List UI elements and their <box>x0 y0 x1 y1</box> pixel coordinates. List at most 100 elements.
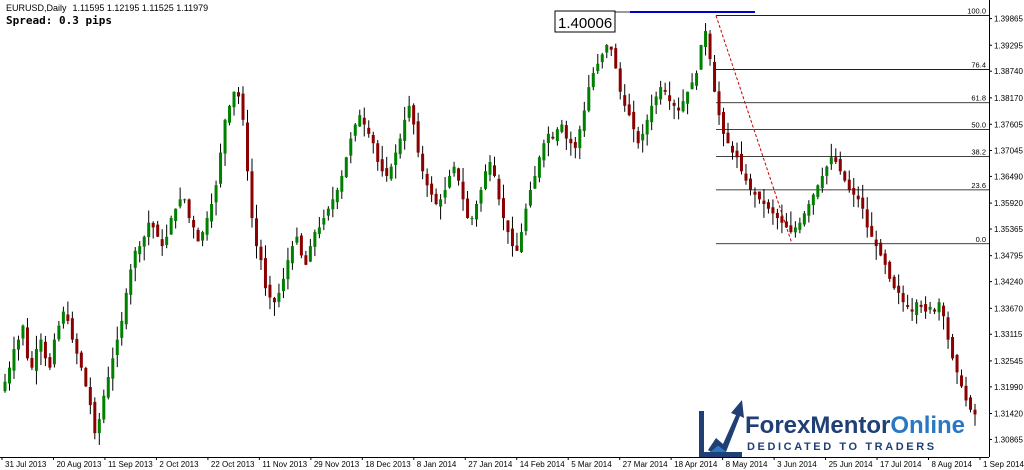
candle-body <box>888 261 892 279</box>
price-axis-tick-label: 1.33115 <box>994 330 1023 339</box>
chart-symbol: EURUSD,Daily <box>6 3 67 13</box>
candle-body <box>214 185 218 203</box>
candle-body <box>775 212 779 219</box>
candle-body <box>856 195 860 200</box>
candle-body <box>52 339 56 365</box>
fibonacci-trendline[interactable] <box>715 15 793 244</box>
time-axis-tick-label: 29 Nov 2013 <box>314 460 360 469</box>
logo-tagline: DEDICATED TO TRADERS <box>747 441 937 453</box>
candle-body <box>156 224 160 237</box>
candle-body <box>308 246 312 262</box>
candle-body <box>722 112 726 134</box>
candle-body <box>106 377 110 398</box>
candle-body <box>654 96 658 106</box>
candle-body <box>407 105 411 118</box>
candle-body <box>713 61 717 92</box>
price-marker[interactable]: 1.40006 <box>554 10 755 33</box>
candle-body <box>228 105 232 123</box>
candle-body <box>461 181 465 200</box>
candle-body <box>901 293 905 303</box>
candle-body <box>591 73 595 88</box>
price-axis-tick-label: 1.34240 <box>994 278 1023 287</box>
candle-body <box>232 91 236 108</box>
candle-body <box>569 138 573 144</box>
candle-body <box>412 105 416 125</box>
candle-body <box>479 189 483 204</box>
candle-body <box>30 357 34 368</box>
candle-body <box>57 325 61 340</box>
price-axis-tick-label: 1.31420 <box>994 410 1023 419</box>
candle-body <box>151 222 155 228</box>
time-axis-tick-label: 5 Mar 2014 <box>571 460 612 469</box>
candle-body <box>470 218 474 220</box>
fib-level-label: 100.0 <box>967 7 986 16</box>
candle-body <box>124 292 128 325</box>
candle-body <box>933 309 937 312</box>
candle-body <box>587 87 591 111</box>
price-axis-tick-label: 1.36490 <box>994 172 1023 181</box>
candle-body <box>614 48 618 69</box>
candle-body <box>524 208 528 232</box>
candle-body <box>389 166 393 179</box>
candle-body <box>623 95 627 106</box>
candle-body <box>349 138 353 156</box>
price-axis[interactable]: 1.39865 1.39295 1.38740 1.38170 1.37605 1.370… <box>989 0 1023 457</box>
fibonacci-retracement[interactable]: 100.0 76.4 61.8 50.0 38.2 23.6 0.0 <box>716 7 989 245</box>
candle-body <box>115 339 119 356</box>
candle-body <box>506 220 510 233</box>
candle-body <box>748 178 752 190</box>
candle-body <box>829 157 833 165</box>
candle-body <box>147 222 151 238</box>
candle-body <box>955 355 959 373</box>
candle-body <box>286 260 290 280</box>
time-axis-tick-label: 14 Feb 2014 <box>520 460 565 469</box>
candle-body <box>969 397 973 410</box>
time-axis[interactable]: 31 Jul 2013 20 Aug 2013 11 Sep 2013 2 Oct 2… <box>0 457 1024 469</box>
candle-body <box>340 175 344 192</box>
candle-body <box>560 124 564 132</box>
candle-body <box>852 187 856 195</box>
candle-body <box>430 183 434 195</box>
candle-body <box>618 68 622 92</box>
candle-body <box>573 142 577 148</box>
candle-body <box>515 245 519 251</box>
candle-body <box>304 255 308 265</box>
fib-level-label: 76.4 <box>971 60 986 69</box>
candle-body <box>142 236 146 247</box>
fib-level-label: 23.6 <box>971 181 986 190</box>
candle-body <box>48 357 52 368</box>
candle-body <box>353 124 357 136</box>
candle-body <box>951 337 955 359</box>
candle-body <box>425 173 429 186</box>
candle-body <box>820 175 824 189</box>
candle-body <box>739 153 743 172</box>
price-axis-tick-label: 1.38170 <box>994 94 1023 103</box>
candle-body <box>771 207 775 214</box>
candle-body <box>263 258 267 289</box>
candle-body <box>358 115 362 127</box>
candle-body <box>551 136 555 139</box>
candle-body <box>295 236 299 243</box>
candle-body <box>277 292 281 302</box>
candlestick-series <box>3 23 977 445</box>
time-axis-tick-label: 27 Jan 2014 <box>468 460 513 469</box>
fib-level-label: 50.0 <box>971 121 986 130</box>
candle-body <box>650 105 654 123</box>
candle-body <box>322 218 326 225</box>
candle-body <box>946 317 950 340</box>
price-axis-tick-label: 1.37045 <box>994 146 1023 155</box>
candle-body <box>546 133 550 143</box>
candle-body <box>376 143 380 162</box>
candle-body <box>367 127 371 134</box>
logo-wordmark-part1: ForexMentor <box>745 412 890 439</box>
candle-body <box>466 198 470 219</box>
candle-body <box>448 175 452 188</box>
candle-body <box>120 320 124 338</box>
candle-body <box>789 225 793 233</box>
candle-body <box>84 368 88 387</box>
price-axis-tick-label: 1.35920 <box>994 199 1023 208</box>
candle-body <box>492 165 496 176</box>
candle-body <box>61 311 65 324</box>
candle-body <box>187 199 191 219</box>
